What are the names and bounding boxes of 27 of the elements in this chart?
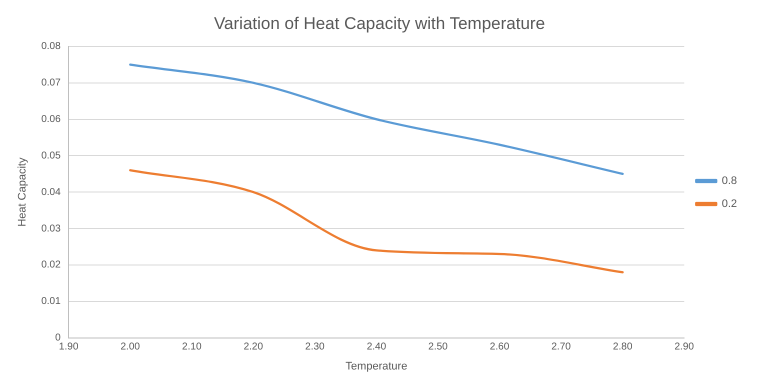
x-tick-label: 2.90 xyxy=(674,342,694,353)
legend-label: 0.2 xyxy=(722,198,738,210)
x-tick-label: 2.80 xyxy=(612,342,633,353)
x-tick-label: 2.70 xyxy=(551,342,572,353)
y-tick-label: 0 xyxy=(55,332,62,344)
y-axis-title: Heat Capacity xyxy=(16,157,29,227)
x-tick-label: 2.40 xyxy=(366,342,387,353)
y-tick-label: 0.07 xyxy=(41,78,62,89)
y-tick-label: 0.08 xyxy=(41,41,62,52)
y-tick-label: 0.01 xyxy=(41,296,62,308)
x-tick-label: 2.00 xyxy=(120,342,140,353)
x-tick-label: 2.60 xyxy=(490,342,510,353)
y-tick-label: 0.02 xyxy=(41,260,62,271)
x-tick-label: 1.90 xyxy=(58,342,79,353)
x-tick-label: 2.50 xyxy=(428,342,448,353)
x-tick-label: 2.20 xyxy=(244,342,264,353)
x-tick-label: 2.10 xyxy=(182,342,202,353)
y-tick-label: 0.06 xyxy=(41,114,62,125)
legend-label: 0.8 xyxy=(722,175,738,188)
line-series xyxy=(129,63,624,176)
chart-title: Variation of Heat Capacity with Temperature xyxy=(214,14,546,33)
x-axis-title: Temperature xyxy=(346,360,408,372)
line-series xyxy=(129,169,624,274)
y-tick-label: 0.04 xyxy=(41,186,62,198)
y-tick-label: 0.03 xyxy=(41,223,62,234)
x-tick-label: 2.30 xyxy=(305,342,326,353)
y-tick-label: 0.05 xyxy=(41,150,62,162)
